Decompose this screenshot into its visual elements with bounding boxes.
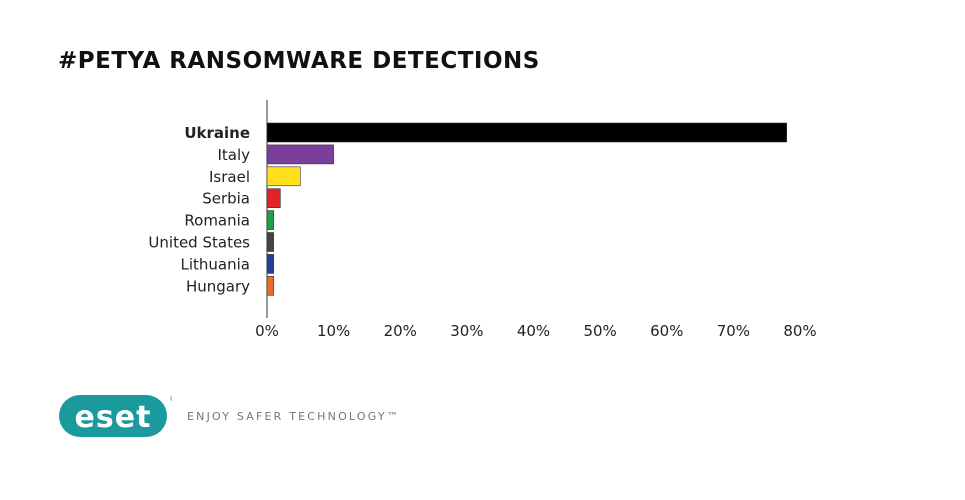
x-tick-label: 20% [384, 322, 417, 340]
category-label: Italy [217, 146, 250, 164]
x-tick-label: 80% [783, 322, 816, 340]
bar-israel [266, 166, 301, 187]
tagline: ENJOY SAFER TECHNOLOGY™ [187, 410, 401, 423]
eset-logo: eset ® [59, 395, 172, 437]
bar-united-states [266, 232, 274, 252]
category-label: Ukraine [184, 124, 250, 142]
category-label: Lithuania [181, 255, 250, 273]
x-tick-label: 30% [450, 322, 483, 340]
bar-serbia [266, 188, 281, 208]
x-tick-label: 50% [583, 322, 616, 340]
category-label: Serbia [202, 190, 250, 208]
bar-lithuania [266, 254, 274, 274]
bar-italy [266, 144, 334, 165]
bar-hungary [266, 275, 274, 296]
chart-title: #PETYA RANSOMWARE DETECTIONS [58, 48, 540, 74]
svg-text:®: ® [169, 395, 172, 403]
category-label: Hungary [186, 277, 250, 295]
x-tick-label: 0% [255, 322, 279, 340]
bar-chart: Ukraine Italy Israel Serbia Romania United St… [148, 100, 817, 340]
category-label: Romania [184, 212, 250, 230]
x-tick-label: 60% [650, 322, 683, 340]
svg-text:eset: eset [75, 400, 152, 435]
x-tick-label: 40% [517, 322, 550, 340]
x-tick-label: 70% [717, 322, 750, 340]
bar-ukraine [266, 122, 787, 143]
category-label: Israel [209, 168, 250, 186]
category-label: United States [148, 234, 250, 252]
bar-romania [266, 210, 274, 230]
x-tick-label: 10% [317, 322, 350, 340]
